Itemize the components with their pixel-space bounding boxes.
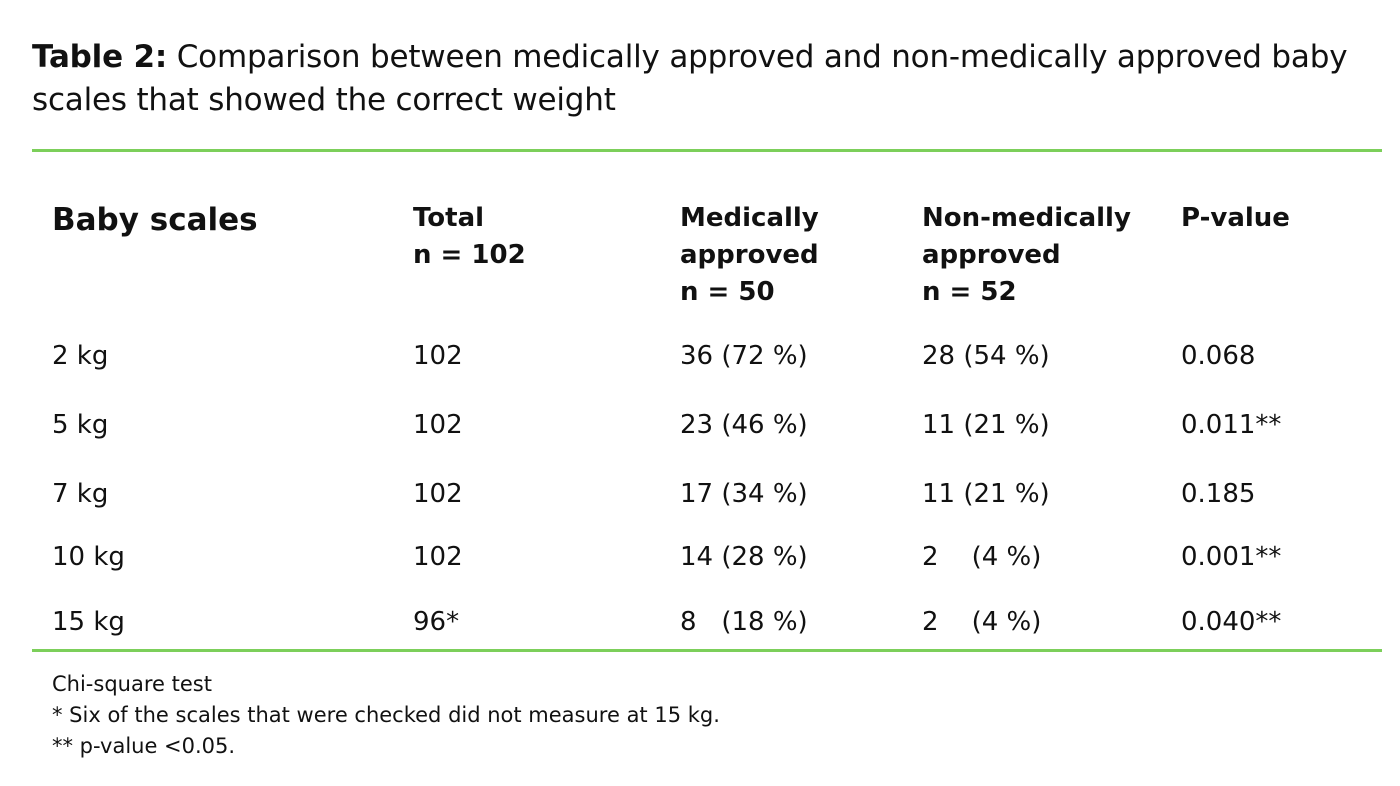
header-baby-scales: Baby scales <box>52 200 258 240</box>
top-rule <box>32 149 1382 152</box>
cell-medically-approved: 14 (28 %) <box>680 542 808 572</box>
table-footnotes: Chi-square test * Six of the scales that… <box>52 669 720 762</box>
cell-weight: 15 kg <box>52 607 125 637</box>
header-line: Non-medically <box>922 203 1131 233</box>
header-line: Medically <box>680 203 819 233</box>
cell-non-medically-approved: 28 (54 %) <box>922 341 1050 371</box>
bottom-rule <box>32 649 1382 652</box>
footnote-test: Chi-square test <box>52 672 212 696</box>
cell-weight: 2 kg <box>52 341 109 371</box>
cell-weight: 5 kg <box>52 410 109 440</box>
header-line: approved <box>680 240 819 270</box>
cell-non-medically-approved: 11 (21 %) <box>922 410 1050 440</box>
cell-non-medically-approved: 11 (21 %) <box>922 479 1050 509</box>
header-line: P-value <box>1181 203 1290 233</box>
cell-weight: 7 kg <box>52 479 109 509</box>
header-line: n = 50 <box>680 277 775 307</box>
header-line: Baby scales <box>52 202 258 238</box>
header-line: Total <box>413 203 485 233</box>
footnote-asterisk: * Six of the scales that were checked di… <box>52 703 720 727</box>
cell-medically-approved: 17 (34 %) <box>680 479 808 509</box>
cell-p-value: 0.068 <box>1181 341 1256 371</box>
cell-p-value: 0.011** <box>1181 410 1282 440</box>
cell-total: 102 <box>413 542 463 572</box>
header-total: Total n = 102 <box>413 200 526 274</box>
cell-medically-approved: 36 (72 %) <box>680 341 808 371</box>
header-medically-approved: Medically approved n = 50 <box>680 200 819 311</box>
cell-total: 96* <box>413 607 460 637</box>
cell-p-value: 0.185 <box>1181 479 1256 509</box>
footnote-double-asterisk: ** p-value <0.05. <box>52 734 236 758</box>
cell-total: 102 <box>413 410 463 440</box>
table-caption: Table 2: Comparison between medically ap… <box>32 36 1382 122</box>
header-non-medically-approved: Non-medically approved n = 52 <box>922 200 1131 311</box>
caption-label: Table 2: <box>32 39 168 75</box>
header-line: n = 102 <box>413 240 526 270</box>
cell-weight: 10 kg <box>52 542 125 572</box>
caption-text: Comparison between medically approved an… <box>32 39 1348 118</box>
cell-non-medically-approved: 2 (4 %) <box>922 607 1042 637</box>
cell-total: 102 <box>413 341 463 371</box>
header-p-value: P-value <box>1181 200 1290 237</box>
cell-p-value: 0.040** <box>1181 607 1282 637</box>
cell-total: 102 <box>413 479 463 509</box>
cell-p-value: 0.001** <box>1181 542 1282 572</box>
header-line: n = 52 <box>922 277 1017 307</box>
cell-non-medically-approved: 2 (4 %) <box>922 542 1042 572</box>
cell-medically-approved: 23 (46 %) <box>680 410 808 440</box>
cell-medically-approved: 8 (18 %) <box>680 607 808 637</box>
header-line: approved <box>922 240 1061 270</box>
